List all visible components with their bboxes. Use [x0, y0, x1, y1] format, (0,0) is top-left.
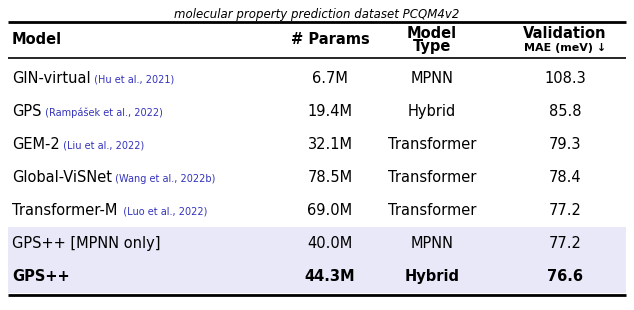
- Text: 108.3: 108.3: [544, 71, 586, 86]
- Text: (Liu et al., 2022): (Liu et al., 2022): [60, 141, 144, 151]
- Text: Transformer-M: Transformer-M: [12, 203, 117, 218]
- Text: Validation: Validation: [523, 26, 607, 42]
- Text: Transformer: Transformer: [388, 137, 476, 152]
- Text: GEM-2: GEM-2: [12, 137, 60, 152]
- Text: # Params: # Params: [290, 33, 370, 47]
- Text: Model: Model: [12, 33, 62, 47]
- Text: GPS++ [MPNN only]: GPS++ [MPNN only]: [12, 236, 160, 251]
- Bar: [8, 260, 626, 293]
- Text: 32.1M: 32.1M: [307, 137, 353, 152]
- Text: Transformer: Transformer: [388, 203, 476, 218]
- Text: 40.0M: 40.0M: [307, 236, 353, 251]
- Text: Model: Model: [407, 26, 457, 42]
- Text: 76.6: 76.6: [547, 269, 583, 284]
- Text: molecular property prediction dataset PCQM4v2: molecular property prediction dataset PC…: [174, 8, 460, 21]
- Text: GIN-virtual: GIN-virtual: [12, 71, 91, 86]
- Text: GPS: GPS: [12, 104, 41, 119]
- Text: MPNN: MPNN: [410, 71, 453, 86]
- Text: 78.4: 78.4: [548, 170, 581, 185]
- Text: MPNN: MPNN: [410, 236, 453, 251]
- Text: 77.2: 77.2: [548, 203, 581, 218]
- Text: Hybrid: Hybrid: [408, 104, 456, 119]
- Text: (Hu et al., 2021): (Hu et al., 2021): [91, 75, 174, 85]
- Text: (Luo et al., 2022): (Luo et al., 2022): [117, 207, 208, 217]
- Text: 79.3: 79.3: [549, 137, 581, 152]
- Text: 69.0M: 69.0M: [307, 203, 353, 218]
- Text: MAE (meV) ↓: MAE (meV) ↓: [524, 43, 606, 53]
- Text: Type: Type: [413, 39, 451, 55]
- Bar: [8, 227, 626, 260]
- Text: 6.7M: 6.7M: [312, 71, 348, 86]
- Text: 78.5M: 78.5M: [307, 170, 353, 185]
- Text: (Rampášek et al., 2022): (Rampášek et al., 2022): [41, 108, 162, 118]
- Text: Hybrid: Hybrid: [404, 269, 460, 284]
- Text: GPS++: GPS++: [12, 269, 70, 284]
- Text: Transformer: Transformer: [388, 170, 476, 185]
- Text: 85.8: 85.8: [549, 104, 581, 119]
- Text: 44.3M: 44.3M: [305, 269, 355, 284]
- Text: Global-ViSNet: Global-ViSNet: [12, 170, 112, 185]
- Text: (Wang et al., 2022b): (Wang et al., 2022b): [112, 174, 216, 184]
- Text: 77.2: 77.2: [548, 236, 581, 251]
- Text: 19.4M: 19.4M: [307, 104, 353, 119]
